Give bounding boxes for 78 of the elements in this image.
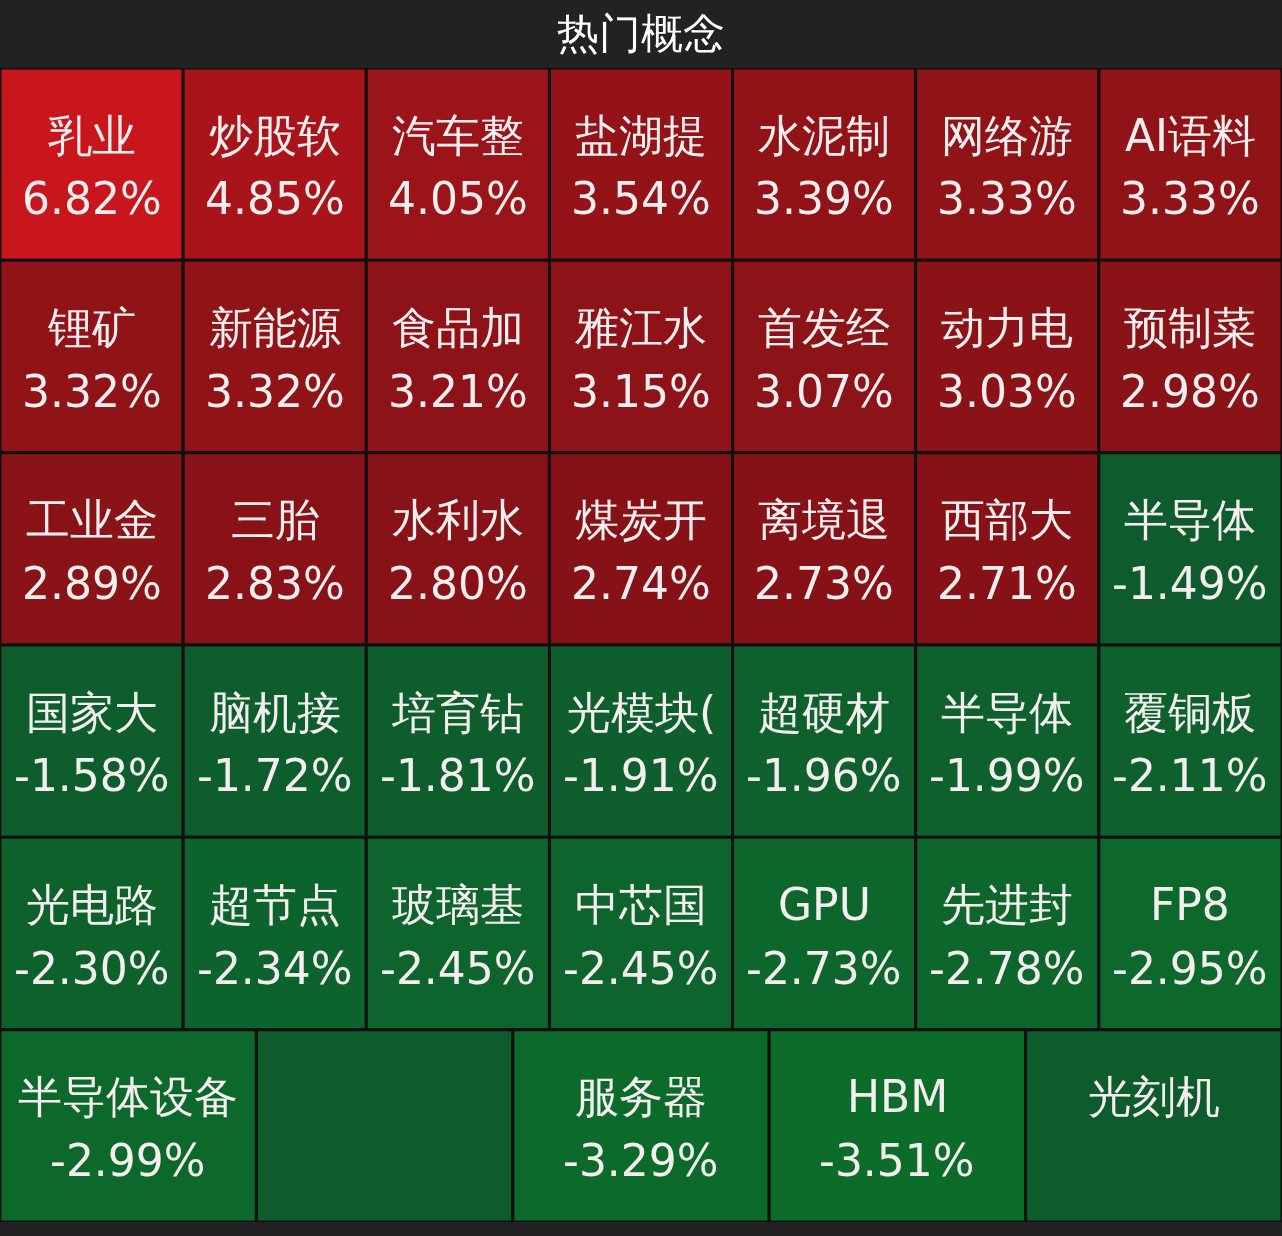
category-label: 光电路 (26, 879, 158, 930)
category-label: 盐湖提 (575, 110, 707, 161)
data-label: 3.54% (571, 173, 711, 224)
category-label: 半导体 (941, 687, 1073, 738)
data-label: -3.29% (563, 1135, 719, 1186)
data-label: 3.03% (937, 366, 1077, 417)
data-label: -1.96% (746, 750, 902, 801)
data-label: -1.58% (14, 750, 170, 801)
category-label: HBM (847, 1071, 949, 1122)
category-label: 玻璃基 (392, 879, 524, 930)
data-label: -1.91% (563, 750, 719, 801)
data-label: 2.74% (571, 558, 711, 609)
category-label: 国家大 (26, 687, 158, 738)
category-label: 培育钻 (391, 687, 524, 738)
category-label: 光刻机 (1088, 1071, 1220, 1122)
category-label: 服务器 (575, 1071, 707, 1122)
data-label: -2.73% (746, 943, 902, 994)
category-label: 锂矿 (47, 302, 136, 353)
category-label: 乳业 (48, 110, 136, 161)
data-label: -2.45% (563, 943, 719, 994)
category-label: 超节点 (209, 879, 341, 930)
category-label: 水利水 (392, 494, 524, 545)
text: 热门概念 (557, 8, 725, 58)
data-label: 2.73% (754, 558, 894, 609)
data-label: 3.21% (388, 366, 528, 417)
data-label: -1.81% (380, 750, 536, 801)
data-label: 2.89% (22, 558, 162, 609)
data-label: -1.49% (1112, 558, 1268, 609)
category-label: 光模块( (567, 687, 717, 738)
data-label: -2.99% (50, 1135, 206, 1186)
category-label: 动力电 (941, 302, 1073, 353)
category-label: 雅江水 (575, 302, 707, 353)
data-label: 3.39% (754, 173, 894, 224)
data-label: 3.15% (571, 366, 711, 417)
data-label: -2.34% (197, 943, 353, 994)
category-label: 中芯国 (575, 879, 707, 930)
category-label: 覆铜板 (1124, 687, 1256, 738)
data-label: -2.78% (929, 943, 1085, 994)
data-label: 3.07% (754, 366, 894, 417)
data-label: 4.85% (205, 173, 345, 224)
category-label: 汽车整 (392, 110, 524, 161)
data-label: 2.71% (937, 558, 1077, 609)
data-label: 3.33% (937, 173, 1077, 224)
data-label: 2.80% (388, 558, 528, 609)
category-label: 水泥制 (758, 110, 890, 161)
category-label: 预制菜 (1124, 302, 1256, 353)
data-label: 3.32% (205, 366, 345, 417)
category-label: 工业金 (26, 494, 158, 545)
category-label: 网络游 (941, 110, 1073, 161)
data-label: -2.45% (380, 943, 536, 994)
data-label: 4.05% (388, 173, 528, 224)
category-label: 煤炭开 (575, 494, 707, 545)
data-label: 3.32% (22, 366, 162, 417)
category-label: AI语料 (1125, 110, 1257, 161)
data-label: 6.82% (22, 173, 162, 224)
data-label: 3.33% (1120, 173, 1260, 224)
category-label: GPU (778, 879, 871, 930)
category-label: 脑机接 (209, 687, 341, 738)
data-label: 2.98% (1120, 366, 1260, 417)
category-label: 新能源 (209, 302, 341, 353)
category-label: 西部大 (941, 494, 1073, 545)
category-label: 炒股软 (209, 110, 341, 161)
data-label: 2.83% (205, 558, 345, 609)
category-label: 食品加 (392, 302, 524, 353)
data-label: -2.30% (14, 943, 170, 994)
data-label: -1.99% (929, 750, 1085, 801)
category-label: 半导体设备 (18, 1071, 238, 1122)
data-label: -1.72% (197, 750, 353, 801)
category-label: 超硬材 (758, 687, 890, 738)
category-label: 三胎 (231, 494, 319, 545)
data-label: -3.51% (819, 1135, 975, 1186)
category-label: 离境退 (758, 494, 890, 545)
category-label: 首发经 (758, 302, 890, 353)
category-label: 半导体 (1124, 494, 1256, 545)
category-label: FP8 (1150, 879, 1230, 930)
data-label: -2.95% (1112, 943, 1268, 994)
data-label: -2.11% (1112, 750, 1268, 801)
category-label: 先进封 (941, 879, 1073, 930)
